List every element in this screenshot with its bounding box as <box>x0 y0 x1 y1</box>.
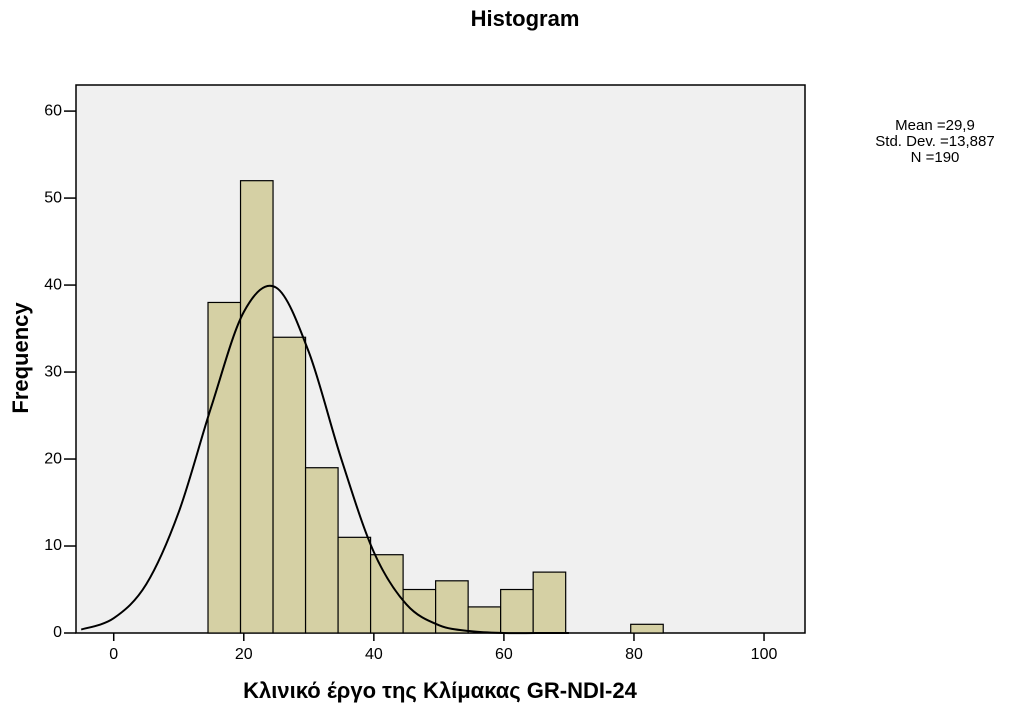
bar <box>304 467 339 634</box>
bar <box>467 606 502 634</box>
plot-area <box>75 84 806 634</box>
y-tick-label: 30 <box>44 363 62 380</box>
bar <box>239 180 274 634</box>
x-tick-label: 80 <box>625 646 643 663</box>
x-tick-label: 60 <box>495 646 513 663</box>
x-tick-label: 20 <box>235 646 253 663</box>
bar <box>207 301 242 634</box>
bar <box>500 588 534 634</box>
bar <box>532 571 567 634</box>
y-axis-label: Frequency <box>8 302 33 414</box>
y-tick-label: 50 <box>44 189 62 206</box>
bar <box>630 623 664 634</box>
y-tick-label: 40 <box>44 276 62 293</box>
bar <box>272 336 307 634</box>
bar <box>337 536 372 634</box>
stat-label: N =190 <box>911 149 960 166</box>
stat-label: Mean =29,9 <box>895 117 975 134</box>
stat-label: Std. Dev. =13,887 <box>875 133 994 150</box>
y-tick-label: 60 <box>44 102 62 119</box>
x-tick-label: 100 <box>751 646 778 663</box>
x-tick-label: 40 <box>365 646 383 663</box>
bar <box>435 580 469 634</box>
y-tick-label: 20 <box>44 450 62 467</box>
y-tick-label: 0 <box>53 624 62 641</box>
chart-title: Histogram <box>471 6 580 31</box>
normal-curve <box>80 284 569 635</box>
x-axis-label: Κλινικό έργο της Κλίμακας GR-NDI-24 <box>243 678 637 703</box>
x-tick-label: 0 <box>109 646 118 663</box>
y-tick-label: 10 <box>44 537 62 554</box>
bar <box>402 588 437 634</box>
